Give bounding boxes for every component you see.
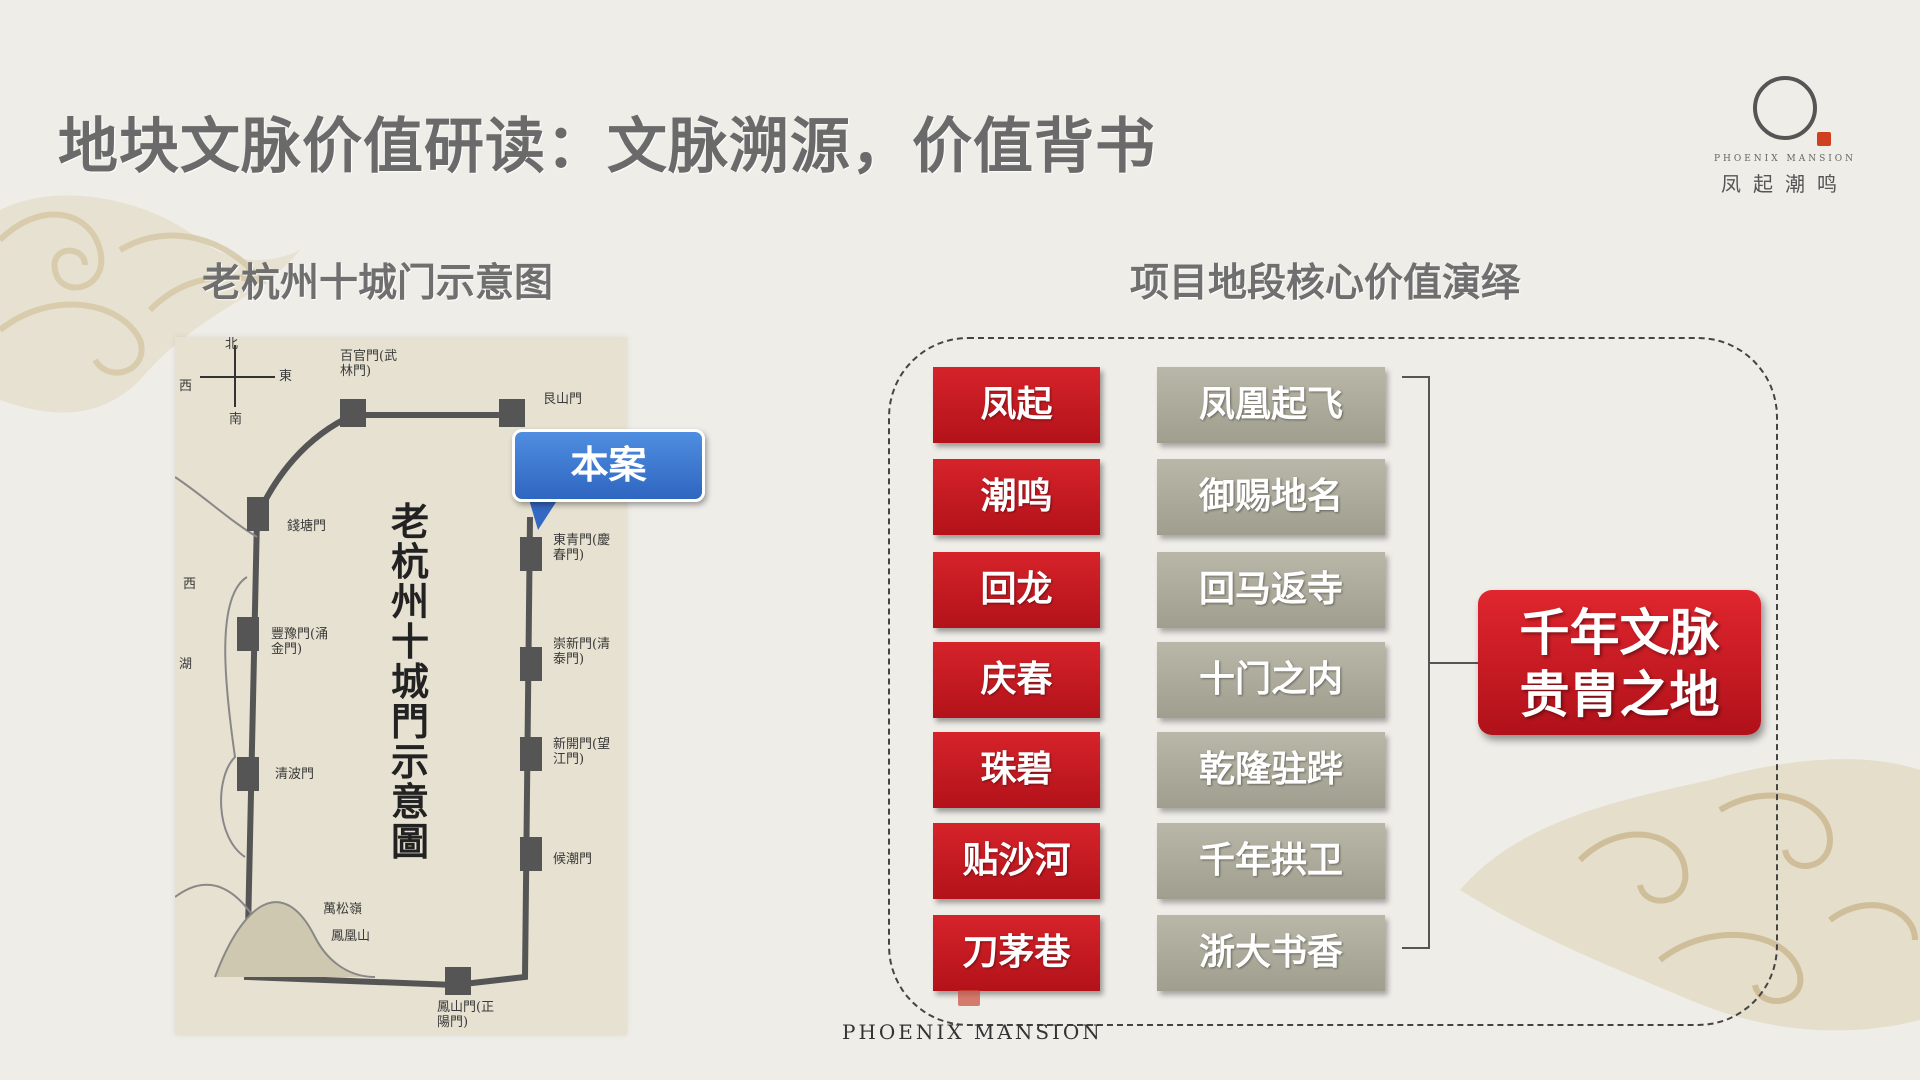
meaning-box: 十门之内 — [1157, 642, 1385, 718]
page-title: 地块文脉价值研读：文脉溯源，价值背书 — [58, 112, 1156, 182]
gate-label: 清波門 — [275, 767, 315, 782]
key-term-box: 珠碧 — [933, 732, 1100, 808]
meaning-box: 御赐地名 — [1157, 459, 1385, 535]
bracket — [1402, 376, 1430, 949]
gate-label: 鳳山門(正陽門) — [437, 1000, 495, 1030]
compass-south: 南 — [229, 412, 243, 427]
gate-label: 艮山門 — [543, 392, 583, 407]
cloud-decoration-left — [0, 195, 300, 413]
lake-label: 湖 — [179, 657, 193, 672]
value-subtitle: 项目地段核心价值演绎 — [1130, 261, 1521, 306]
cloud-decoration-right — [1460, 759, 1920, 1031]
meaning-box: 乾隆驻跸 — [1157, 732, 1385, 808]
logo-ring-icon — [1753, 76, 1831, 146]
key-term-box: 回龙 — [933, 552, 1100, 628]
place-label: 鳳凰山 — [331, 929, 371, 944]
compass-east: 東 — [279, 369, 293, 384]
gate-label: 東青門(慶春門) — [553, 533, 611, 563]
bracket-connector — [1430, 662, 1478, 664]
brand-logo: PHOENIX MANSION 凤起潮鸣 — [1690, 76, 1880, 197]
logo-chinese: 凤起潮鸣 — [1721, 172, 1849, 196]
place-label: 萬松嶺 — [323, 902, 363, 917]
footer-brand: PHOENIX MANSION — [842, 1020, 1103, 1044]
lake-label: 西 — [183, 577, 197, 592]
gate-label: 候潮門 — [553, 852, 593, 867]
map-vertical-title: 老杭州十城門示意圖 — [390, 499, 429, 864]
key-term-box: 庆春 — [933, 642, 1100, 718]
conclusion-line-1: 千年文脉 — [1519, 604, 1720, 662]
meaning-box: 千年拱卫 — [1157, 823, 1385, 899]
gate-label: 豐豫門(涌金門) — [271, 627, 329, 657]
key-term-box: 潮鸣 — [933, 459, 1100, 535]
gate-label: 新開門(望江門) — [553, 737, 611, 767]
map-subtitle: 老杭州十城门示意图 — [202, 261, 554, 306]
gate-label: 錢塘門 — [287, 519, 327, 534]
gate-label: 百官門(武林門) — [340, 349, 398, 379]
project-location-callout: 本案 — [512, 429, 705, 502]
value-diagram-frame — [888, 337, 1778, 1026]
logo-seal-icon — [1817, 132, 1831, 146]
gate-label: 崇新門(清泰門) — [553, 637, 611, 667]
map-drawing — [175, 345, 542, 995]
meaning-box: 回马返寺 — [1157, 552, 1385, 628]
key-term-box: 凤起 — [933, 367, 1100, 443]
meaning-box: 凤凰起飞 — [1157, 367, 1385, 443]
logo-english: PHOENIX MANSION — [1713, 154, 1857, 164]
compass-west: 西 — [179, 379, 193, 394]
conclusion-box: 千年文脉 贵胄之地 — [1478, 590, 1761, 735]
conclusion-line-2: 贵胄之地 — [1519, 666, 1720, 724]
meaning-box: 浙大书香 — [1157, 915, 1385, 991]
compass-north: 北 — [225, 337, 239, 352]
key-term-box: 刀茅巷 — [933, 915, 1100, 991]
key-term-box: 贴沙河 — [933, 823, 1100, 899]
seal-icon — [958, 990, 980, 1006]
